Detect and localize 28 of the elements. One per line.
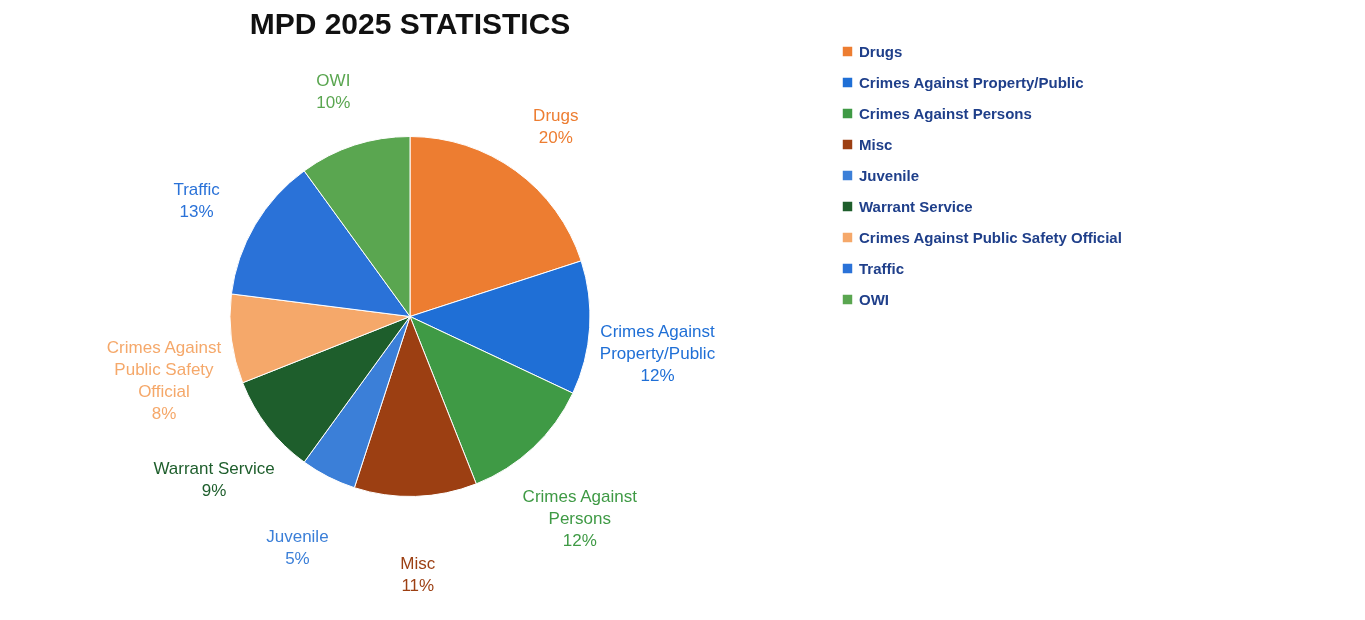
data-label: 11% — [401, 576, 435, 596]
slice-label: Crimes Against Property/Public — [599, 322, 716, 364]
data-label: 13% — [179, 202, 214, 222]
slice-label: Misc — [400, 554, 436, 574]
slice-label: Juvenile — [266, 527, 329, 547]
data-label: 10% — [316, 92, 351, 112]
legend-label: Crimes Against Public Safety Official — [859, 228, 1122, 246]
slice-label: Crimes Against Persons — [522, 487, 638, 529]
chart-title: MPD 2025 STATISTICS — [249, 7, 571, 40]
legend-label: Crimes Against Persons — [859, 104, 1032, 122]
legend-label: Juvenile — [859, 166, 920, 184]
slice-label: Drugs — [533, 105, 579, 125]
data-label: 20% — [538, 127, 573, 147]
data-label: 5% — [285, 549, 310, 569]
data-label: 12% — [562, 531, 597, 551]
legend-label: OWI — [859, 290, 889, 308]
legend-label: Warrant Service — [859, 197, 973, 215]
slice-label: Crimes Against Public Safety Official — [106, 337, 222, 401]
slice-label: OWI — [316, 70, 351, 90]
legend-label: Drugs — [859, 42, 903, 60]
legend-label: Traffic — [859, 259, 905, 277]
data-label: 8% — [151, 403, 177, 423]
slice-label: Warrant Service — [153, 458, 275, 478]
slice-label: Traffic — [173, 180, 221, 200]
legend-label: Crimes Against Property/Public — [859, 73, 1084, 91]
data-label: 12% — [640, 366, 675, 386]
data-label: 9% — [201, 480, 227, 500]
legend-label: Misc — [859, 135, 893, 153]
